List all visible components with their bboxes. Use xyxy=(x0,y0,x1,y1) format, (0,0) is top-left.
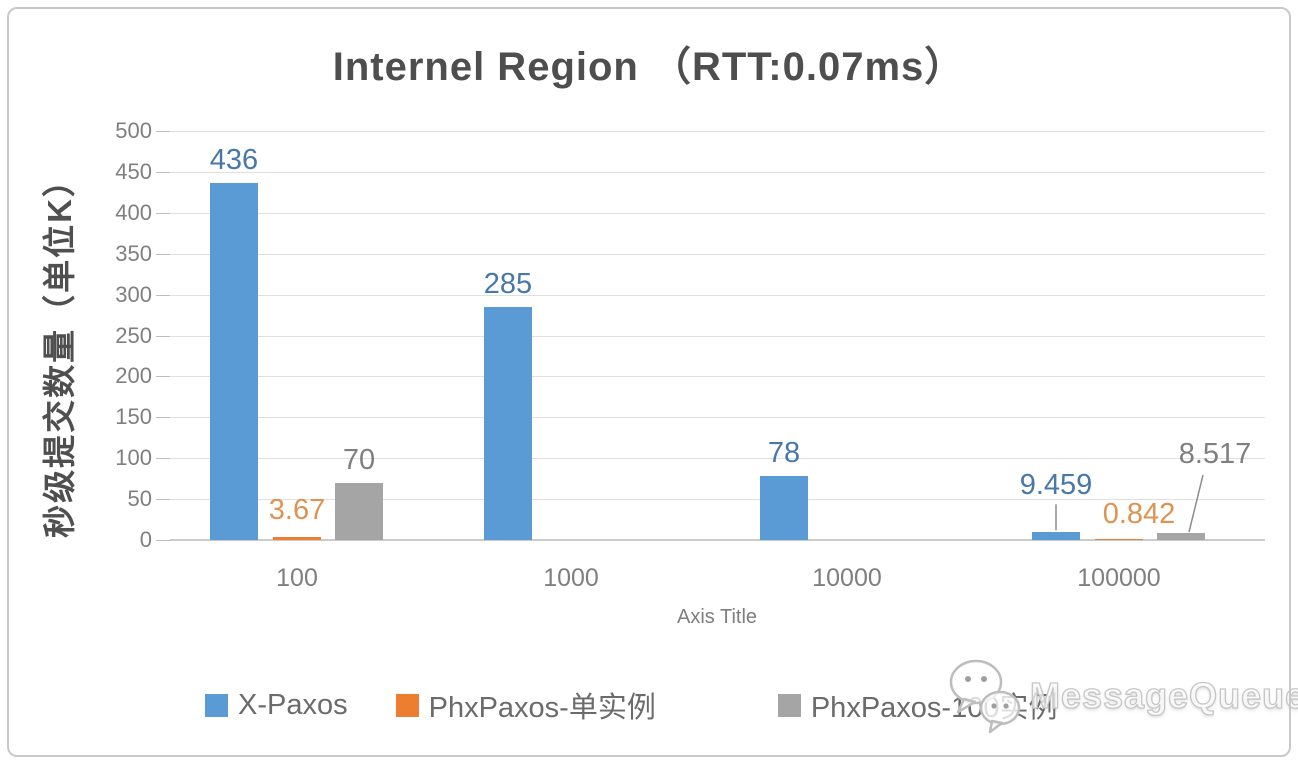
bar-x-paxos xyxy=(210,183,258,540)
y-tick-mark xyxy=(156,131,170,132)
watermark-text: MessageQueue xyxy=(1029,674,1298,716)
y-tick-mark xyxy=(156,458,170,460)
gridline xyxy=(170,417,1265,419)
y-tick-label: 150 xyxy=(115,404,152,430)
gridline xyxy=(170,131,1265,132)
gridline xyxy=(170,335,1265,337)
y-tick-label: 300 xyxy=(115,281,152,307)
gridline xyxy=(170,212,1265,214)
legend-item-x-paxos: X-Paxos xyxy=(205,689,348,722)
gridline xyxy=(170,499,1265,501)
gridline xyxy=(170,253,1265,255)
gridline xyxy=(170,539,1265,541)
x-tick-label: 100000 xyxy=(1077,564,1161,592)
y-tick-mark xyxy=(156,294,170,296)
bar-x-paxos xyxy=(1032,532,1080,540)
x-tick-label: 10000 xyxy=(812,564,882,592)
y-tick-mark xyxy=(156,376,170,378)
data-label-phxpaxos-100: 8.517 xyxy=(1178,438,1252,471)
wechat-icon xyxy=(949,659,1021,734)
legend-label-x-paxos: X-Paxos xyxy=(238,688,348,721)
bar-x-paxos xyxy=(760,476,808,540)
y-tick-label: 50 xyxy=(127,486,152,512)
y-tick-label: 0 xyxy=(139,527,152,552)
bar-phxpaxos-100 xyxy=(335,482,383,540)
y-tick-label: 100 xyxy=(115,445,152,471)
y-tick-mark xyxy=(156,253,170,255)
bar-phxpaxos xyxy=(1095,538,1143,540)
y-tick-label: 500 xyxy=(115,118,152,143)
y-tick-label: 350 xyxy=(115,240,152,266)
x-axis-title: Axis Title xyxy=(676,606,758,628)
legend-swatch-phxpaxos-single xyxy=(395,693,419,717)
gridline xyxy=(170,294,1265,296)
legend-swatch-phxpaxos-100 xyxy=(777,693,801,717)
legend: X-Paxos PhxPaxos-单实例 PhxPaxos-100实例 xyxy=(205,684,1057,726)
data-label-phxpaxos: 0.842 xyxy=(1102,497,1176,530)
y-tick-mark xyxy=(156,540,170,541)
y-tick-mark xyxy=(156,335,170,337)
gridline xyxy=(170,376,1265,378)
y-axis-title: 秒级提交数量（单位K） xyxy=(41,162,78,538)
data-label-x-paxos: 78 xyxy=(767,437,801,470)
legend-swatch-x-paxos xyxy=(205,693,228,717)
data-label-phxpaxos: 3.67 xyxy=(268,493,326,526)
data-label-phxpaxos-100: 70 xyxy=(342,443,376,476)
y-tick-label: 200 xyxy=(115,363,152,389)
y-tick-mark xyxy=(156,499,170,501)
leader-line xyxy=(1188,474,1204,533)
watermark: MessageQueue xyxy=(948,656,1298,736)
data-label-x-paxos: 436 xyxy=(209,144,259,177)
bar-x-paxos xyxy=(484,306,532,540)
bar-phxpaxos xyxy=(273,536,321,540)
y-tick-label: 250 xyxy=(115,322,152,348)
legend-label-phxpaxos-single: PhxPaxos-单实例 xyxy=(428,692,656,724)
x-tick-label: 100 xyxy=(276,564,318,592)
data-label-x-paxos: 285 xyxy=(483,267,533,300)
data-label-x-paxos: 9.459 xyxy=(1019,469,1093,502)
x-tick-label: 1000 xyxy=(543,564,599,592)
legend-item-phxpaxos-single: PhxPaxos-单实例 xyxy=(395,684,656,726)
y-tick-label: 450 xyxy=(115,158,152,184)
y-tick-mark xyxy=(156,212,170,214)
gridline xyxy=(170,171,1265,173)
gridline xyxy=(170,458,1265,460)
y-tick-mark xyxy=(156,171,170,173)
y-tick-label: 400 xyxy=(115,199,152,225)
y-tick-mark xyxy=(156,417,170,419)
bar-phxpaxos-100 xyxy=(1157,533,1205,540)
chart-title: Internel Region （RTT:0.07ms） xyxy=(332,45,966,89)
